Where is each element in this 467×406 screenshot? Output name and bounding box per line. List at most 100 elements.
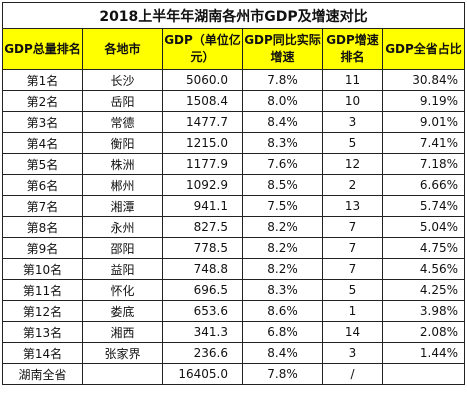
rank-cell[interactable]: 第8名	[2, 216, 83, 238]
city-cell[interactable]: 湘潭	[82, 195, 163, 217]
city-cell[interactable]: 湘西	[82, 321, 163, 343]
header-cell-city[interactable]: 各地市	[82, 28, 163, 70]
header-cell-growth[interactable]: GDP同比实际增速	[242, 28, 323, 70]
share-cell[interactable]: 2.08%	[382, 321, 465, 343]
header-cell-growth-rank[interactable]: GDP增速排名	[322, 28, 383, 70]
growth-cell[interactable]: 8.4%	[242, 342, 323, 364]
header-cell-share[interactable]: GDP全省占比	[382, 28, 465, 70]
growth-cell[interactable]: 8.2%	[242, 237, 323, 259]
growth-cell[interactable]: 7.5%	[242, 195, 323, 217]
growth-rank-cell[interactable]: 12	[322, 153, 383, 175]
city-cell[interactable]: 怀化	[82, 279, 163, 301]
gdp-cell[interactable]: 236.6	[162, 342, 243, 364]
growth-cell[interactable]: 8.3%	[242, 279, 323, 301]
growth-rank-cell[interactable]: 1	[322, 300, 383, 322]
city-cell[interactable]: 益阳	[82, 258, 163, 280]
share-cell[interactable]: 5.74%	[382, 195, 465, 217]
growth-rank-cell[interactable]: 3	[322, 111, 383, 133]
city-cell[interactable]: 衡阳	[82, 132, 163, 154]
share-cell[interactable]: 1.44%	[382, 342, 465, 364]
share-cell[interactable]: 9.01%	[382, 111, 465, 133]
growth-rank-cell[interactable]: 11	[322, 69, 383, 91]
gdp-cell[interactable]: 5060.0	[162, 69, 243, 91]
gdp-cell[interactable]: 778.5	[162, 237, 243, 259]
table-row: 第5名 株洲 1177.9 7.6% 12 7.18%	[2, 153, 465, 175]
city-cell[interactable]: 株洲	[82, 153, 163, 175]
city-cell[interactable]: 长沙	[82, 69, 163, 91]
growth-cell[interactable]: 8.4%	[242, 111, 323, 133]
share-cell[interactable]: 7.18%	[382, 153, 465, 175]
gdp-cell[interactable]: 941.1	[162, 195, 243, 217]
header-cell-gdp[interactable]: GDP（单位亿元）	[162, 28, 243, 70]
rank-cell[interactable]: 第13名	[2, 321, 83, 343]
share-cell[interactable]: 4.25%	[382, 279, 465, 301]
growth-cell[interactable]: 7.6%	[242, 153, 323, 175]
rank-cell[interactable]: 第5名	[2, 153, 83, 175]
growth-cell[interactable]: 6.8%	[242, 321, 323, 343]
total-share-cell[interactable]	[382, 363, 465, 385]
gdp-cell[interactable]: 341.3	[162, 321, 243, 343]
rank-cell[interactable]: 第9名	[2, 237, 83, 259]
rank-cell[interactable]: 第11名	[2, 279, 83, 301]
total-empty-cell[interactable]	[82, 363, 163, 385]
total-growth-cell[interactable]: 7.8%	[242, 363, 323, 385]
header-cell-gdp-rank[interactable]: GDP总量排名	[2, 28, 83, 70]
growth-cell[interactable]: 8.2%	[242, 216, 323, 238]
gdp-cell[interactable]: 1177.9	[162, 153, 243, 175]
growth-cell[interactable]: 8.3%	[242, 132, 323, 154]
growth-cell[interactable]: 8.2%	[242, 258, 323, 280]
growth-rank-cell[interactable]: 7	[322, 258, 383, 280]
share-cell[interactable]: 4.75%	[382, 237, 465, 259]
rank-cell[interactable]: 第7名	[2, 195, 83, 217]
growth-rank-cell[interactable]: 13	[322, 195, 383, 217]
gdp-cell[interactable]: 748.8	[162, 258, 243, 280]
rank-cell[interactable]: 第2名	[2, 90, 83, 112]
growth-rank-cell[interactable]: 7	[322, 237, 383, 259]
share-cell[interactable]: 6.66%	[382, 174, 465, 196]
city-cell[interactable]: 永州	[82, 216, 163, 238]
city-cell[interactable]: 常德	[82, 111, 163, 133]
growth-rank-cell[interactable]: 5	[322, 132, 383, 154]
table-title[interactable]: 2018上半年年湖南各州市GDP及增速对比	[2, 2, 465, 29]
total-gdp-cell[interactable]: 16405.0	[162, 363, 243, 385]
total-row: 湖南全省 16405.0 7.8% /	[2, 363, 465, 385]
rank-cell[interactable]: 第6名	[2, 174, 83, 196]
city-cell[interactable]: 张家界	[82, 342, 163, 364]
gdp-cell[interactable]: 1477.7	[162, 111, 243, 133]
gdp-cell[interactable]: 827.5	[162, 216, 243, 238]
growth-cell[interactable]: 8.6%	[242, 300, 323, 322]
share-cell[interactable]: 3.98%	[382, 300, 465, 322]
share-cell[interactable]: 30.84%	[382, 69, 465, 91]
rank-cell[interactable]: 第14名	[2, 342, 83, 364]
city-cell[interactable]: 娄底	[82, 300, 163, 322]
gdp-cell[interactable]: 1215.0	[162, 132, 243, 154]
growth-rank-cell[interactable]: 3	[322, 342, 383, 364]
growth-rank-cell[interactable]: 2	[322, 174, 383, 196]
share-cell[interactable]: 9.19%	[382, 90, 465, 112]
gdp-cell[interactable]: 1508.4	[162, 90, 243, 112]
growth-cell[interactable]: 7.8%	[242, 69, 323, 91]
gdp-cell[interactable]: 653.6	[162, 300, 243, 322]
total-growth-rank-cell[interactable]: /	[322, 363, 383, 385]
share-cell[interactable]: 4.56%	[382, 258, 465, 280]
growth-rank-cell[interactable]: 7	[322, 216, 383, 238]
rank-cell[interactable]: 第10名	[2, 258, 83, 280]
city-cell[interactable]: 岳阳	[82, 90, 163, 112]
rank-cell[interactable]: 第4名	[2, 132, 83, 154]
growth-cell[interactable]: 8.5%	[242, 174, 323, 196]
city-cell[interactable]: 郴州	[82, 174, 163, 196]
growth-rank-cell[interactable]: 10	[322, 90, 383, 112]
growth-rank-cell[interactable]: 5	[322, 279, 383, 301]
rank-cell[interactable]: 第1名	[2, 69, 83, 91]
city-cell[interactable]: 邵阳	[82, 237, 163, 259]
rank-cell[interactable]: 第12名	[2, 300, 83, 322]
gdp-cell[interactable]: 696.5	[162, 279, 243, 301]
rank-cell[interactable]: 第3名	[2, 111, 83, 133]
share-cell[interactable]: 5.04%	[382, 216, 465, 238]
table-row: 第9名 邵阳 778.5 8.2% 7 4.75%	[2, 237, 465, 259]
growth-rank-cell[interactable]: 14	[322, 321, 383, 343]
growth-cell[interactable]: 8.0%	[242, 90, 323, 112]
gdp-cell[interactable]: 1092.9	[162, 174, 243, 196]
share-cell[interactable]: 7.41%	[382, 132, 465, 154]
total-label-cell[interactable]: 湖南全省	[2, 363, 83, 385]
